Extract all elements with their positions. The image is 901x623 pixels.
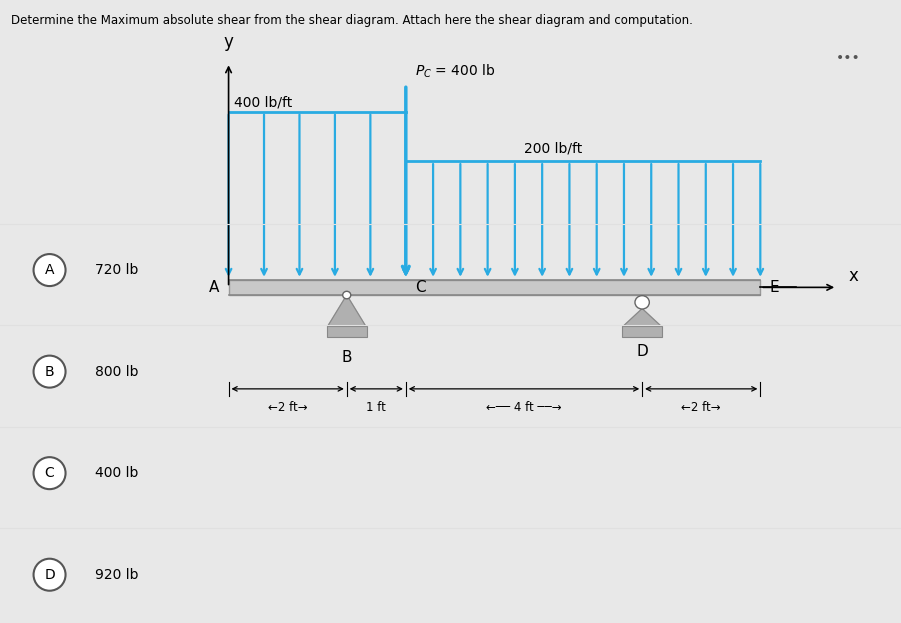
Text: •••: •••	[836, 52, 860, 65]
Text: A: A	[209, 280, 220, 295]
Polygon shape	[623, 308, 661, 326]
Bar	[326, 326, 367, 337]
Text: 200 lb/ft: 200 lb/ft	[524, 141, 583, 156]
Text: E: E	[769, 280, 778, 295]
Text: C: C	[414, 280, 425, 295]
Text: $P_C$ = 400 lb: $P_C$ = 400 lb	[414, 62, 496, 80]
Bar	[622, 326, 662, 337]
Text: ←2 ft→: ←2 ft→	[268, 401, 307, 414]
Text: C: C	[45, 466, 54, 480]
Text: D: D	[636, 345, 648, 359]
Text: ←2 ft→: ←2 ft→	[681, 401, 721, 414]
Text: 1 ft: 1 ft	[367, 401, 387, 414]
Text: 800 lb: 800 lb	[96, 364, 139, 379]
Text: 920 lb: 920 lb	[96, 568, 139, 582]
Ellipse shape	[33, 457, 66, 489]
Bar	[229, 280, 760, 295]
Text: 400 lb/ft: 400 lb/ft	[234, 95, 293, 109]
Text: x: x	[849, 267, 859, 285]
Text: 720 lb: 720 lb	[96, 263, 139, 277]
Text: B: B	[45, 364, 54, 379]
Text: D: D	[44, 568, 55, 582]
Text: B: B	[341, 350, 352, 365]
Text: A: A	[45, 263, 54, 277]
Text: Determine the Maximum absolute shear from the shear diagram. Attach here the she: Determine the Maximum absolute shear fro…	[11, 14, 693, 27]
Text: ←── 4 ft ──→: ←── 4 ft ──→	[487, 401, 562, 414]
Text: y: y	[223, 34, 233, 52]
Circle shape	[342, 292, 350, 299]
Text: 400 lb: 400 lb	[96, 466, 139, 480]
Polygon shape	[328, 295, 366, 326]
Ellipse shape	[33, 356, 66, 388]
Circle shape	[635, 296, 650, 309]
Ellipse shape	[33, 254, 66, 286]
Ellipse shape	[33, 559, 66, 591]
